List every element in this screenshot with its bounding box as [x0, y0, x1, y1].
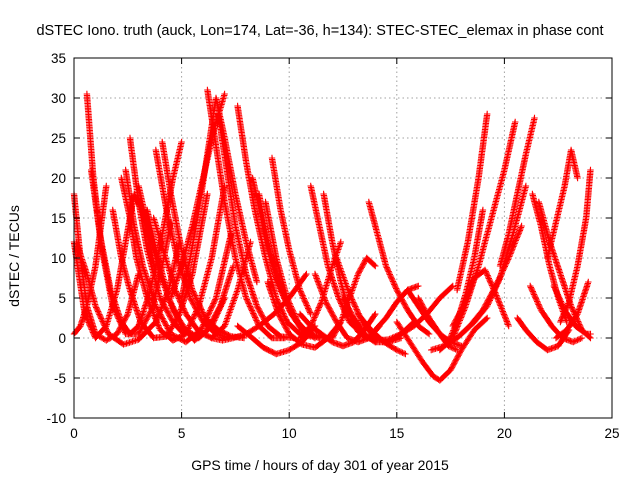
- axis-ticks: 0 5 10 15 20 25 -10 -5 0 5 10 15 20 25 30 35: [46, 51, 619, 441]
- x-axis-label: GPS time / hours of day 301 of year 2015: [191, 457, 449, 473]
- plus-markers: [234, 102, 314, 340]
- x-tick-label: 25: [604, 426, 619, 441]
- plus-markers: [449, 266, 512, 330]
- y-tick-label: -5: [54, 371, 66, 386]
- plus-markers: [126, 134, 187, 338]
- y-tick-label: 35: [51, 51, 66, 66]
- data-series-57: [552, 278, 592, 342]
- data-series-56: [557, 166, 594, 326]
- data-series-49: [496, 114, 538, 270]
- y-axis-label: dSTEC / TECUs: [6, 205, 22, 307]
- data-series-21: [234, 102, 314, 340]
- data-series-48: [458, 182, 530, 338]
- data-series-46: [453, 110, 491, 294]
- y-tick-label: 10: [51, 251, 66, 266]
- plus-markers: [544, 146, 581, 262]
- y-tick-label: 30: [51, 91, 66, 106]
- y-tick-label: 0: [58, 331, 66, 346]
- data-series-25: [268, 154, 314, 318]
- plus-markers: [557, 166, 594, 326]
- x-tick-label: 5: [178, 426, 186, 441]
- data-series-18: [204, 86, 289, 342]
- x-tick-label: 20: [497, 426, 512, 441]
- plus-markers: [204, 86, 289, 342]
- y-tick-label: 20: [51, 171, 66, 186]
- plus-markers: [393, 314, 491, 384]
- plus-markers: [496, 114, 538, 270]
- data-marks: [70, 86, 594, 384]
- plus-markers: [372, 282, 456, 344]
- plus-markers: [268, 154, 314, 318]
- plot-frame: [73, 57, 613, 419]
- data-series-38: [372, 282, 456, 344]
- y-tick-label: 15: [51, 211, 66, 226]
- y-tick-label: 5: [58, 291, 66, 306]
- data-series-10: [126, 134, 187, 338]
- data-series-55: [544, 146, 581, 262]
- plus-markers: [458, 182, 530, 338]
- plus-markers: [552, 278, 592, 342]
- x-tick-label: 0: [70, 426, 78, 441]
- y-tick-label: -10: [46, 411, 66, 426]
- y-tick-label: 25: [51, 131, 66, 146]
- data-series-47: [449, 266, 512, 330]
- plus-markers: [453, 110, 491, 294]
- x-tick-label: 10: [282, 426, 297, 441]
- x-tick-label: 15: [389, 426, 404, 441]
- plus-markers: [215, 110, 297, 342]
- data-series-19: [215, 110, 297, 342]
- chart-title: dSTEC Iono. truth (auck, Lon=174, Lat=-3…: [36, 23, 603, 39]
- data-series-40: [393, 314, 491, 384]
